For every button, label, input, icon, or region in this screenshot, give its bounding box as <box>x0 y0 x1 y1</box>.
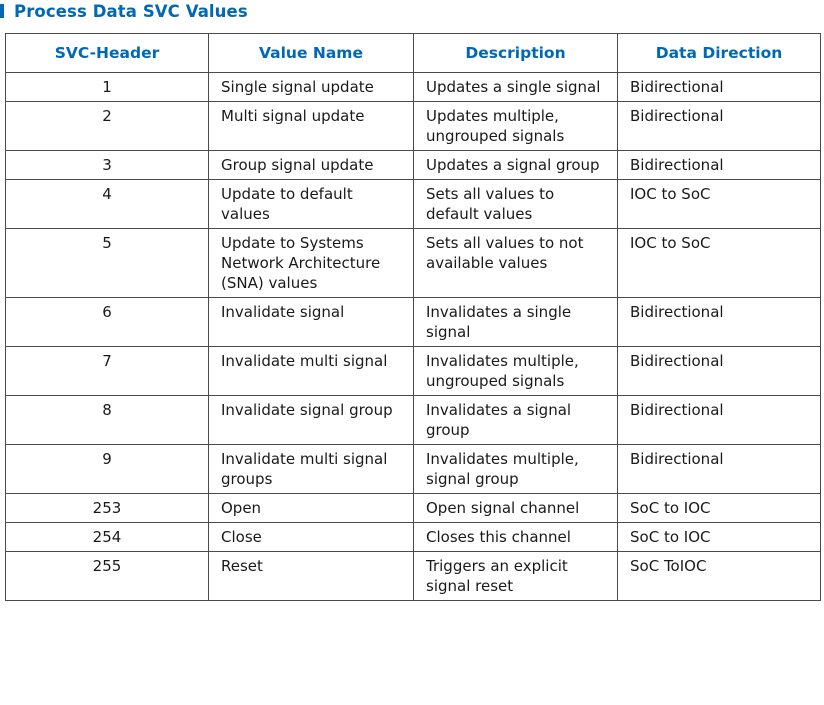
cell-svc: 5 <box>5 228 209 298</box>
table-row: 1 Single signal update Updates a single … <box>5 72 821 102</box>
cell-description: Invalidates a single signal <box>413 297 618 347</box>
cell-direction: IOC to SoC <box>617 228 821 298</box>
cell-description: Sets all values to default values <box>413 179 618 229</box>
cell-direction: Bidirectional <box>617 395 821 445</box>
cell-description: Invalidates multiple, signal group <box>413 444 618 494</box>
cell-description: Triggers an explicit signal reset <box>413 551 618 601</box>
section-title: Process Data SVC Values <box>0 0 248 22</box>
table-row: 255 Reset Triggers an explicit signal re… <box>5 551 821 601</box>
cell-value-name: Multi signal update <box>208 101 414 151</box>
cell-svc: 254 <box>5 522 209 552</box>
table-row: 253 Open Open signal channel SoC to IOC <box>5 493 821 523</box>
cell-direction: SoC ToIOC <box>617 551 821 601</box>
table-row: 4 Update to default values Sets all valu… <box>5 179 821 229</box>
header-description: Description <box>413 33 618 73</box>
cell-description: Sets all values to not available values <box>413 228 618 298</box>
cell-direction: Bidirectional <box>617 72 821 102</box>
cell-direction: Bidirectional <box>617 297 821 347</box>
cell-description: Updates a signal group <box>413 150 618 180</box>
cell-value-name: Single signal update <box>208 72 414 102</box>
cell-value-name: Invalidate signal group <box>208 395 414 445</box>
table-title: Process Data SVC Values <box>14 1 248 21</box>
cell-description: Closes this channel <box>413 522 618 552</box>
header-data-direction: Data Direction <box>617 33 821 73</box>
cell-direction: SoC to IOC <box>617 493 821 523</box>
cell-description: Updates multiple, ungrouped signals <box>413 101 618 151</box>
cell-description: Invalidates multiple, ungrouped signals <box>413 346 618 396</box>
table-row: 7 Invalidate multi signal Invalidates mu… <box>5 346 821 396</box>
cell-direction: SoC to IOC <box>617 522 821 552</box>
cell-direction: Bidirectional <box>617 150 821 180</box>
cell-value-name: Update to default values <box>208 179 414 229</box>
cell-direction: Bidirectional <box>617 346 821 396</box>
cell-svc: 9 <box>5 444 209 494</box>
cell-value-name: Reset <box>208 551 414 601</box>
table-row: 5 Update to Systems Network Architecture… <box>5 228 821 298</box>
table-header-row: SVC-Header Value Name Description Data D… <box>5 33 821 73</box>
cell-value-name: Open <box>208 493 414 523</box>
svc-values-table: SVC-Header Value Name Description Data D… <box>5 33 821 601</box>
title-marker <box>0 4 4 18</box>
header-value-name: Value Name <box>208 33 414 73</box>
cell-svc: 8 <box>5 395 209 445</box>
cell-svc: 2 <box>5 101 209 151</box>
cell-value-name: Invalidate multi signal groups <box>208 444 414 494</box>
cell-value-name: Invalidate signal <box>208 297 414 347</box>
cell-direction: IOC to SoC <box>617 179 821 229</box>
cell-description: Updates a single signal <box>413 72 618 102</box>
cell-description: Open signal channel <box>413 493 618 523</box>
cell-direction: Bidirectional <box>617 444 821 494</box>
cell-value-name: Update to Systems Network Architecture (… <box>208 228 414 298</box>
table-row: 2 Multi signal update Updates multiple, … <box>5 101 821 151</box>
cell-svc: 3 <box>5 150 209 180</box>
cell-svc: 253 <box>5 493 209 523</box>
cell-svc: 255 <box>5 551 209 601</box>
cell-svc: 1 <box>5 72 209 102</box>
cell-svc: 4 <box>5 179 209 229</box>
table-row: 9 Invalidate multi signal groups Invalid… <box>5 444 821 494</box>
cell-svc: 6 <box>5 297 209 347</box>
table-row: 254 Close Closes this channel SoC to IOC <box>5 522 821 552</box>
header-svc: SVC-Header <box>5 33 209 73</box>
table-row: 8 Invalidate signal group Invalidates a … <box>5 395 821 445</box>
cell-svc: 7 <box>5 346 209 396</box>
cell-value-name: Invalidate multi signal <box>208 346 414 396</box>
table-row: 3 Group signal update Updates a signal g… <box>5 150 821 180</box>
cell-value-name: Close <box>208 522 414 552</box>
cell-value-name: Group signal update <box>208 150 414 180</box>
cell-direction: Bidirectional <box>617 101 821 151</box>
table-row: 6 Invalidate signal Invalidates a single… <box>5 297 821 347</box>
cell-description: Invalidates a signal group <box>413 395 618 445</box>
